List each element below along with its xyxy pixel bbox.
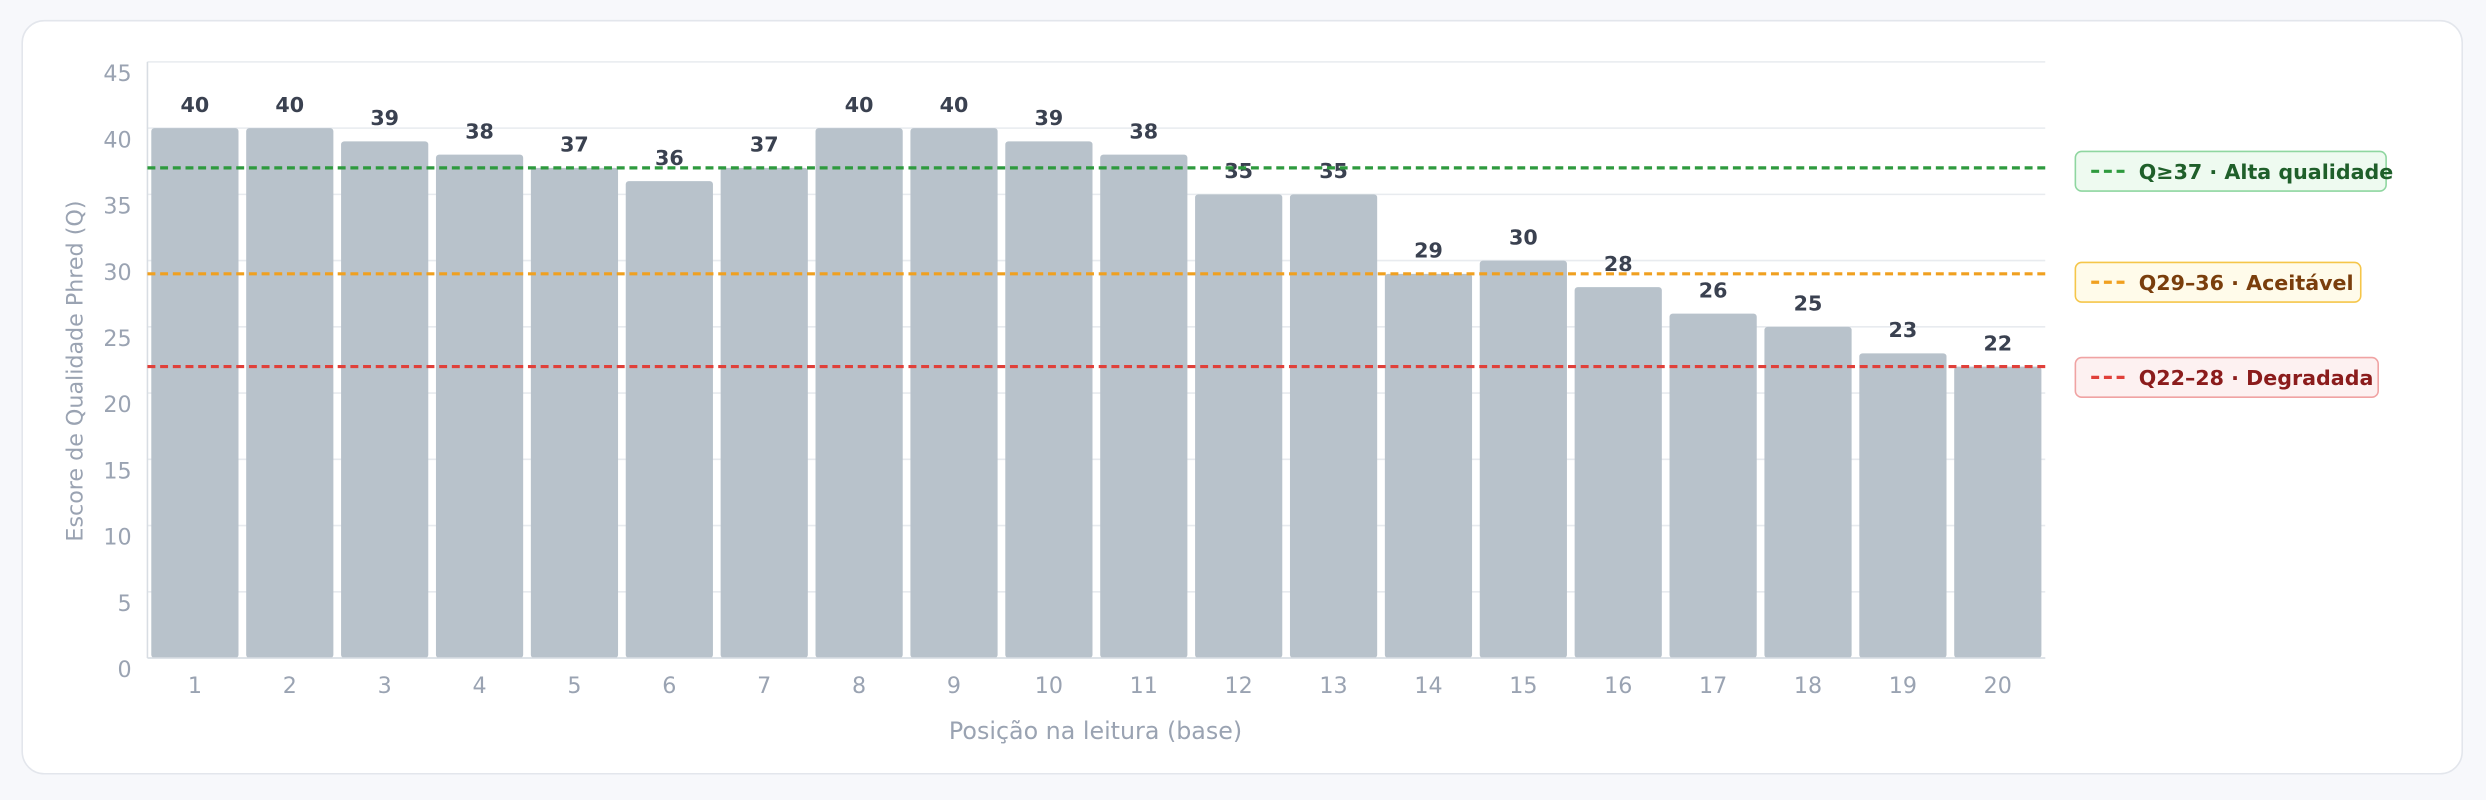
x-tick-label: 13: [1319, 673, 1347, 699]
y-tick-label: 5: [117, 591, 131, 617]
value-label: 28: [1604, 252, 1633, 276]
x-tick-label: 16: [1604, 673, 1632, 699]
x-tick-label: 18: [1794, 673, 1822, 699]
value-label: 26: [1699, 278, 1728, 302]
value-label: 39: [1035, 106, 1064, 130]
bar: [246, 128, 334, 659]
x-tick-label: 17: [1699, 673, 1727, 699]
legend-box: [2074, 356, 2379, 398]
bar: [625, 181, 713, 659]
bar: [1954, 366, 2042, 659]
value-label: 40: [845, 93, 874, 117]
bar: [530, 167, 619, 659]
legend-box: [2074, 150, 2387, 192]
x-tick-label: 1: [188, 673, 202, 699]
y-tick-label: 20: [103, 392, 131, 418]
legend-box: [2074, 261, 2362, 303]
bar: [435, 154, 524, 659]
x-tick-label: 4: [472, 673, 486, 699]
bar: [1384, 273, 1473, 659]
value-label: 35: [1224, 159, 1253, 183]
x-axis-label: Posição na leitura (base): [949, 717, 1242, 745]
bar: [341, 141, 429, 659]
x-tick-label: 11: [1130, 673, 1158, 699]
value-label: 23: [1889, 318, 1918, 342]
bar: [815, 128, 903, 659]
legend-label: Q29–36 · Aceitável: [2139, 271, 2354, 295]
value-label: 40: [181, 93, 210, 117]
y-tick-label: 0: [117, 657, 131, 683]
y-axis-label: Escore de Qualidade Phred (Q): [63, 201, 89, 542]
value-label: 22: [1983, 331, 2012, 355]
value-label: 40: [275, 93, 304, 117]
x-tick-label: 2: [283, 673, 297, 699]
bar: [1764, 326, 1852, 659]
bar: [1669, 313, 1757, 659]
bar: [1100, 154, 1188, 659]
y-tick-label: 40: [103, 127, 131, 153]
y-tick-label: 45: [103, 61, 131, 87]
bar: [1859, 353, 1947, 659]
x-tick-label: 19: [1889, 673, 1917, 699]
bar: [151, 128, 239, 659]
x-tick-label: 3: [378, 673, 392, 699]
x-tick-label: 15: [1509, 673, 1537, 699]
value-label: 29: [1414, 239, 1443, 263]
value-label: 30: [1509, 225, 1538, 249]
x-tick-label: 7: [757, 673, 771, 699]
y-tick-label: 30: [103, 260, 131, 286]
x-tick-label: 5: [567, 673, 581, 699]
value-label: 36: [655, 146, 684, 170]
x-tick-label: 14: [1414, 673, 1442, 699]
bar: [1005, 141, 1093, 659]
y-tick-label: 25: [103, 326, 131, 352]
x-tick-label: 10: [1035, 673, 1063, 699]
x-tick-label: 12: [1225, 673, 1253, 699]
value-label: 35: [1319, 159, 1348, 183]
bar: [1479, 260, 1567, 659]
x-tick-label: 8: [852, 673, 866, 699]
y-tick-label: 10: [103, 525, 131, 551]
y-tick-label: 35: [103, 194, 131, 220]
legend-label: Q≥37 · Alta qualidade: [2139, 160, 2393, 184]
legend-label: Q22–28 · Degradada: [2139, 366, 2374, 390]
value-label: 37: [560, 133, 589, 157]
bar: [910, 128, 998, 659]
bar: [720, 167, 808, 659]
value-label: 37: [750, 133, 779, 157]
x-tick-label: 6: [662, 673, 676, 699]
x-tick-label: 20: [1984, 673, 2012, 699]
bar: [1195, 194, 1283, 659]
value-label: 39: [370, 106, 399, 130]
y-tick-label: 15: [103, 458, 131, 484]
value-label: 25: [1794, 292, 1823, 316]
value-label: 38: [1129, 119, 1158, 143]
x-tick-label: 9: [947, 673, 961, 699]
value-label: 38: [465, 119, 494, 143]
value-label: 40: [940, 93, 969, 117]
bar: [1574, 287, 1662, 659]
bar: [1289, 194, 1378, 659]
